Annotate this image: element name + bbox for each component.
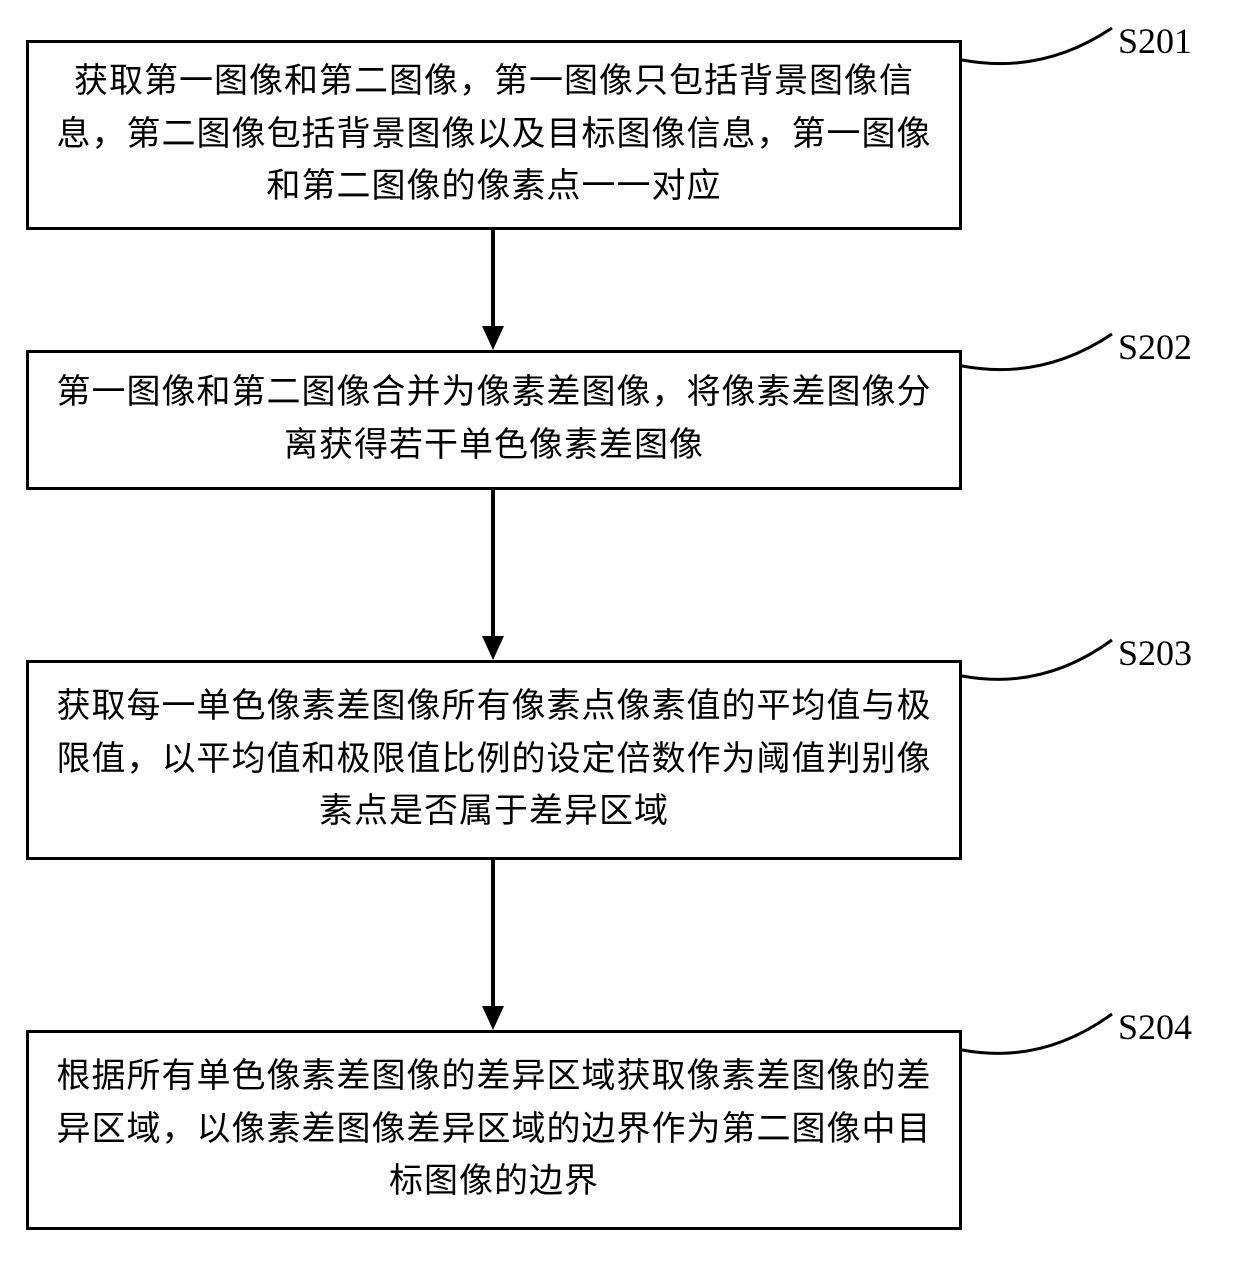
arrow-s201-s202 — [491, 230, 495, 326]
arrow-head-icon — [482, 1006, 504, 1030]
flow-node-s202: 第一图像和第二图像合并为像素差图像，将像素差图像分离获得若干单色像素差图像 — [26, 350, 962, 490]
callout-curve-s204 — [962, 1006, 1122, 1070]
callout-curve-s202 — [962, 326, 1122, 386]
flow-node-s201: 获取第一图像和第二图像，第一图像只包括背景图像信息，第二图像包括背景图像以及目标… — [26, 40, 962, 230]
flow-node-s204: 根据所有单色像素差图像的差异区域获取像素差图像的差异区域，以像素差图像差异区域的… — [26, 1030, 962, 1230]
flow-node-text: 根据所有单色像素差图像的差异区域获取像素差图像的差异区域，以像素差图像差异区域的… — [53, 1051, 935, 1209]
flow-node-s203: 获取每一单色像素差图像所有像素点像素值的平均值与极限值，以平均值和极限值比例的设… — [26, 660, 962, 860]
flow-node-text: 获取第一图像和第二图像，第一图像只包括背景图像信息，第二图像包括背景图像以及目标… — [53, 56, 935, 214]
step-label-s204: S204 — [1118, 1006, 1192, 1048]
step-label-s202: S202 — [1118, 326, 1192, 368]
step-label-s203: S203 — [1118, 632, 1192, 674]
arrow-head-icon — [482, 326, 504, 350]
arrow-s202-s203 — [491, 490, 495, 636]
flow-node-text: 第一图像和第二图像合并为像素差图像，将像素差图像分离获得若干单色像素差图像 — [53, 367, 935, 472]
flow-node-text: 获取每一单色像素差图像所有像素点像素值的平均值与极限值，以平均值和极限值比例的设… — [53, 681, 935, 839]
arrow-s203-s204 — [491, 860, 495, 1006]
step-label-s201: S201 — [1118, 20, 1192, 62]
callout-curve-s203 — [962, 632, 1122, 696]
callout-curve-s201 — [962, 20, 1122, 80]
arrow-head-icon — [482, 636, 504, 660]
